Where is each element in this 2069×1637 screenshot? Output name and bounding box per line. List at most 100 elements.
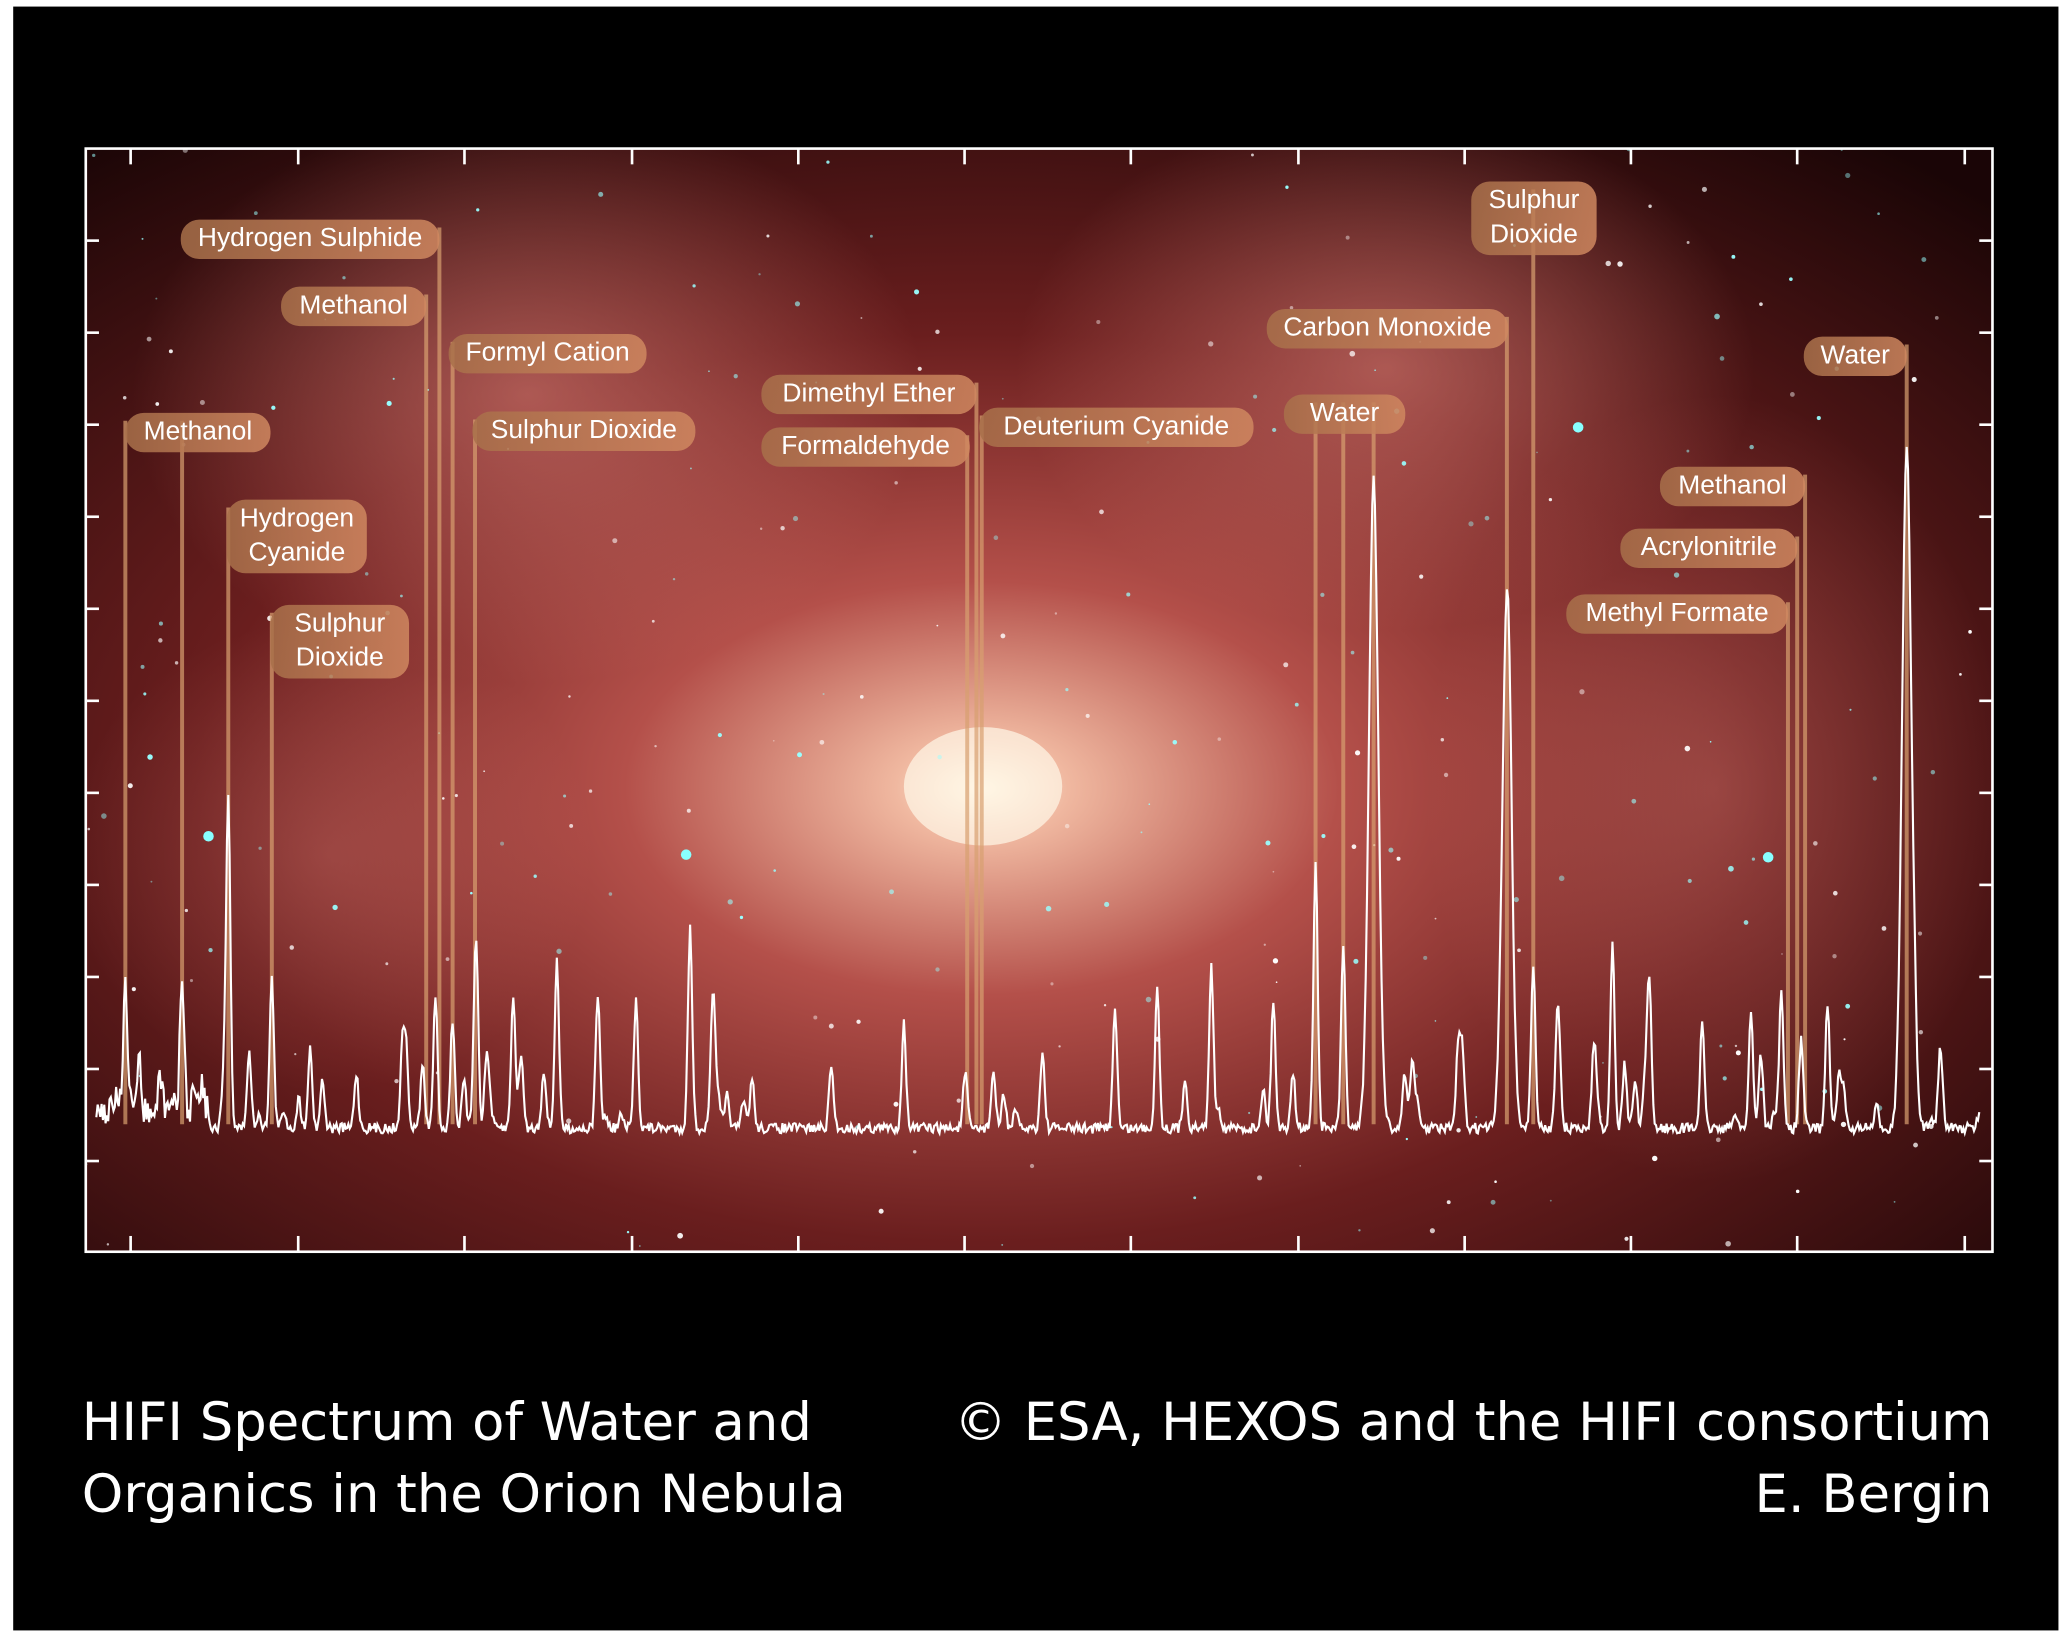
- star: [869, 234, 873, 238]
- star: [1294, 702, 1299, 707]
- star: [1001, 397, 1004, 400]
- label-box: [226, 499, 367, 574]
- label-text: Carbon Monoxide: [1283, 312, 1491, 342]
- star: [271, 405, 276, 410]
- star: [1099, 509, 1104, 515]
- star: [1743, 920, 1749, 925]
- star: [612, 538, 618, 544]
- star: [1349, 350, 1356, 357]
- star: [1728, 865, 1734, 872]
- star: [1446, 697, 1449, 700]
- label-box: [1659, 466, 1806, 507]
- star: [936, 624, 939, 627]
- star: [1054, 612, 1058, 615]
- star: [155, 402, 160, 406]
- star: [819, 739, 825, 745]
- star: [1686, 449, 1690, 453]
- star: [1320, 592, 1325, 597]
- star: [1731, 254, 1736, 259]
- star: [500, 841, 505, 846]
- star: [1354, 750, 1361, 756]
- star: [199, 399, 205, 405]
- label-text: Sulphur: [294, 608, 385, 638]
- star: [1490, 1199, 1496, 1205]
- star: [935, 329, 940, 334]
- star: [759, 527, 763, 530]
- star: [1652, 1155, 1658, 1162]
- star: [1405, 1137, 1409, 1141]
- star: [917, 366, 922, 371]
- star: [1832, 953, 1837, 959]
- star: [1401, 461, 1407, 466]
- star: [106, 1243, 110, 1246]
- star: [294, 1053, 297, 1056]
- star: [1517, 948, 1521, 953]
- molecule-label: Formyl Cation: [448, 333, 647, 374]
- label-text: Hydrogen Sulphide: [198, 222, 422, 252]
- label-text: Deuterium Cyanide: [1003, 410, 1229, 440]
- star: [1558, 875, 1565, 882]
- star: [1434, 917, 1437, 920]
- star: [686, 808, 691, 813]
- star: [1358, 1229, 1361, 1232]
- molecule-label: Formaldehyde: [761, 427, 970, 467]
- star: [533, 874, 537, 878]
- label-text: Formyl Cation: [466, 337, 630, 367]
- label-text: Sulphur: [1488, 184, 1579, 214]
- molecule-label: Water: [1283, 394, 1406, 434]
- star: [1572, 422, 1584, 433]
- star: [1605, 260, 1611, 267]
- star: [937, 754, 942, 760]
- molecule-label: Hydrogen Cyanide: [226, 499, 367, 574]
- star: [1494, 1180, 1497, 1184]
- star: [1272, 958, 1279, 964]
- star: [1289, 305, 1294, 310]
- star: [1959, 673, 1962, 676]
- star: [1513, 896, 1519, 903]
- label-box: [1566, 594, 1788, 634]
- star: [956, 1098, 961, 1103]
- star: [1321, 833, 1326, 839]
- label-text: Water: [1310, 397, 1380, 427]
- star: [1440, 738, 1445, 742]
- star: [672, 577, 676, 581]
- star: [1921, 257, 1927, 263]
- star: [651, 619, 655, 623]
- star: [1843, 1038, 1846, 1041]
- star: [1832, 890, 1838, 896]
- star: [1686, 241, 1690, 244]
- star: [1684, 745, 1691, 752]
- molecule-label: Dimethyl Ether: [761, 374, 977, 415]
- label-box: [1283, 394, 1406, 434]
- star: [935, 967, 940, 972]
- star: [445, 957, 450, 961]
- star: [1265, 840, 1271, 846]
- star: [400, 594, 403, 598]
- star: [822, 692, 825, 696]
- star: [127, 783, 133, 789]
- star: [1103, 1004, 1107, 1007]
- star: [889, 889, 894, 895]
- star: [638, 1245, 641, 1247]
- star: [1579, 689, 1585, 695]
- star: [203, 830, 214, 842]
- star: [470, 891, 473, 895]
- label-text: Cyanide: [249, 537, 346, 567]
- star: [1719, 356, 1725, 361]
- label-box: [761, 427, 970, 467]
- label-box: [1266, 308, 1509, 349]
- molecule-label: Hydrogen Sulphide: [180, 219, 440, 260]
- star: [1148, 803, 1151, 806]
- star: [1217, 737, 1222, 741]
- star: [1058, 1045, 1061, 1048]
- label-text: Dioxide: [296, 642, 384, 672]
- star: [1719, 1044, 1723, 1048]
- star: [1253, 394, 1258, 399]
- star: [794, 301, 801, 307]
- star: [1701, 186, 1707, 192]
- star: [1388, 847, 1394, 853]
- star: [1001, 1243, 1004, 1246]
- credit: © ESA, HEXOS and the HIFI consortium: [954, 1392, 1992, 1453]
- star: [1734, 1044, 1738, 1048]
- star: [150, 880, 153, 883]
